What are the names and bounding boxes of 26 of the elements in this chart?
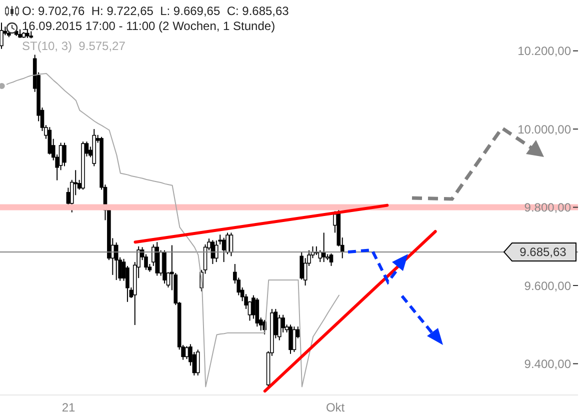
candlestick xyxy=(214,240,218,263)
candlestick xyxy=(222,237,226,263)
text: ST(10, 3) xyxy=(22,39,72,53)
candlestick xyxy=(292,326,296,352)
ref-line-label: 9.685,63 xyxy=(520,245,567,260)
y-tick-label: 9.800,00 xyxy=(524,200,572,215)
candlestick xyxy=(158,250,163,276)
y-tick-label: 10.000,00 xyxy=(518,122,572,136)
candlestick xyxy=(255,298,260,328)
candlestick xyxy=(184,346,189,360)
candlestick xyxy=(329,252,334,266)
y-tick-label: 9.400,00 xyxy=(524,356,572,371)
chart-title: O: 9.702,76 H: 9.722,65 L: 9.669,65 C: 9.685,63 xyxy=(22,4,289,19)
y-tick-label: 9.600,00 xyxy=(524,278,572,293)
y-tick-label: 10.200,00 xyxy=(518,44,572,58)
candlestick xyxy=(322,232,326,263)
x-tick-label: 21 xyxy=(62,400,76,415)
x-tick-label: Okt xyxy=(326,400,346,415)
line-series xyxy=(0,73,340,388)
candlestick xyxy=(288,324,292,354)
text: 16.09.2015 17:00 - 11:00 (2 Wochen, 1 Stunde) xyxy=(22,19,276,34)
candlestick xyxy=(196,349,200,376)
candlestick xyxy=(114,242,118,281)
annotation: 9.575,27 xyxy=(78,39,126,53)
candlestick xyxy=(62,142,66,167)
candlestick xyxy=(281,314,285,333)
